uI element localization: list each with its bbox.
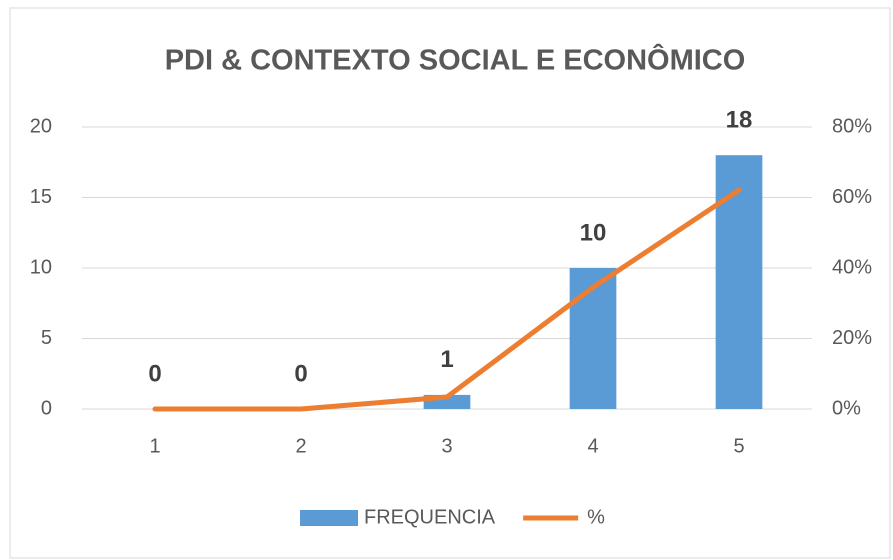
y2-tick-label: 80% — [832, 115, 872, 137]
y-tick-label: 20 — [30, 115, 52, 137]
y2-tick-label: 20% — [832, 327, 872, 349]
bar — [569, 268, 617, 409]
data-label: 1 — [440, 346, 453, 373]
x-tick-label: 4 — [587, 435, 598, 457]
legend-label: % — [587, 506, 605, 528]
y-tick-label: 10 — [30, 256, 52, 278]
x-tick-label: 1 — [149, 435, 160, 457]
chart-title: PDI & CONTEXTO SOCIAL E ECONÔMICO — [165, 43, 746, 77]
x-tick-label: 2 — [295, 435, 306, 457]
bar — [715, 155, 763, 409]
data-label: 0 — [148, 360, 161, 387]
y2-tick-label: 60% — [832, 186, 872, 208]
y-tick-label: 5 — [41, 327, 52, 349]
data-label: 0 — [294, 360, 307, 387]
line — [152, 187, 742, 412]
legend-label: FREQUENCIA — [364, 506, 496, 528]
x-tick-label: 3 — [441, 435, 452, 457]
y-tick-label: 0 — [41, 397, 52, 419]
y2-tick-label: 40% — [832, 256, 872, 278]
data-label: 18 — [726, 107, 753, 134]
legend-swatch — [300, 510, 358, 526]
x-tick-label: 5 — [733, 435, 744, 457]
y2-tick-label: 0% — [832, 397, 861, 419]
data-label: 10 — [580, 219, 607, 246]
y-tick-label: 15 — [30, 186, 52, 208]
